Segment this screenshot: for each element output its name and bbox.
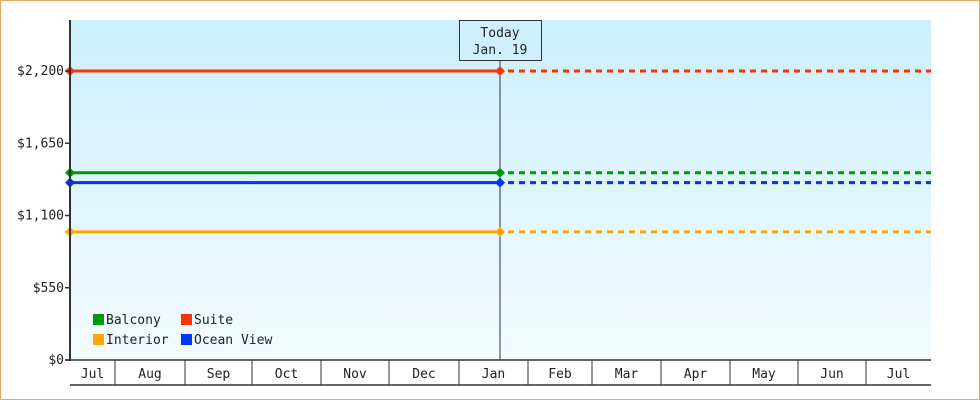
x-tick-label: Jun: [820, 367, 843, 382]
y-tick-label: $0: [48, 353, 64, 368]
today-label-box: [459, 20, 542, 61]
x-tick-label: Apr: [684, 367, 708, 382]
legend-swatch: [93, 334, 104, 345]
legend-swatch: [181, 334, 192, 345]
y-tick-label: $1,650: [17, 136, 64, 151]
today-date-label: Jan. 19: [473, 43, 528, 58]
x-tick-label: Feb: [548, 367, 572, 382]
x-tick-label: Sep: [207, 367, 231, 382]
x-tick-label: Jan: [482, 367, 505, 382]
legend-label: Ocean View: [194, 333, 272, 348]
x-tick-label: Nov: [343, 367, 367, 382]
legend-label: Suite: [194, 313, 233, 328]
x-tick-label: May: [752, 367, 776, 382]
data-point: [495, 66, 505, 76]
x-tick-label: Mar: [615, 367, 639, 382]
legend-swatch: [181, 314, 192, 325]
legend-swatch: [93, 314, 104, 325]
y-tick-label: $550: [33, 281, 64, 296]
x-tick-label: Dec: [412, 367, 435, 382]
data-point: [495, 226, 505, 237]
x-tick-label: Jul: [887, 367, 910, 382]
today-label: Today: [480, 26, 519, 41]
x-tick-label: Oct: [275, 367, 298, 382]
data-point: [495, 177, 505, 188]
x-tick-label: Aug: [138, 367, 161, 382]
data-point: [495, 167, 505, 178]
y-tick-label: $1,100: [17, 209, 64, 224]
legend-label: Interior: [106, 333, 169, 348]
x-tick-label: Jul: [81, 367, 104, 382]
y-tick-label: $2,200: [17, 64, 64, 79]
legend-label: Balcony: [106, 313, 161, 328]
